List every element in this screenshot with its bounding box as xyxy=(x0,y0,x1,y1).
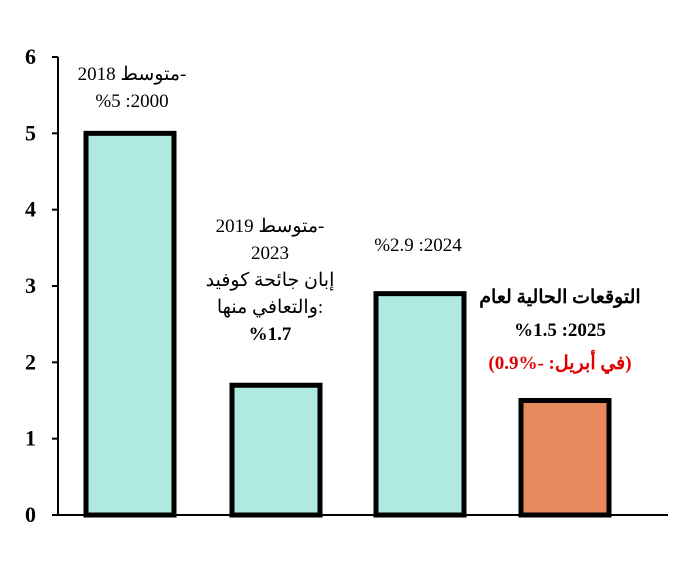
annotations: متوسط 2018- %5 :2000 متوسط 2019- 2023 إبان ج… xyxy=(78,64,641,375)
bar-annotation-line: %2.9 :2024 xyxy=(374,235,462,256)
bar xyxy=(518,398,612,518)
bar-annotation-line: إبان جائحة كوفيد xyxy=(206,270,335,291)
bar-annotation-line: %1.5 :2025 xyxy=(514,320,606,341)
bar-annotation-line: %1.7 xyxy=(249,324,292,345)
y-tick-label: 4 xyxy=(25,197,36,222)
y-tick-label: 2 xyxy=(25,349,36,374)
bar xyxy=(229,382,323,518)
bar-annotation-line: %5 :2000 xyxy=(95,91,168,112)
bar-annotation-line: التوقعات الحالية لعام xyxy=(479,287,640,308)
bar xyxy=(83,130,177,518)
y-tick-label: 6 xyxy=(25,44,36,69)
y-tick-label: 0 xyxy=(25,502,36,527)
y-tick-label: 5 xyxy=(25,120,36,145)
y-tick-label: 1 xyxy=(25,426,36,451)
bar-annotation-line: (في أبريل: -%0.9) xyxy=(488,349,631,375)
bar-annotation-line: 2023 xyxy=(251,243,289,264)
bar xyxy=(373,291,467,518)
bars xyxy=(83,130,612,518)
bar-annotation-line: متوسط 2019- xyxy=(216,216,325,237)
bar-annotation-line: والتعافي منها: xyxy=(217,297,323,318)
bar-annotation-line: متوسط 2018- xyxy=(78,64,187,85)
y-tick-label: 3 xyxy=(25,273,36,298)
